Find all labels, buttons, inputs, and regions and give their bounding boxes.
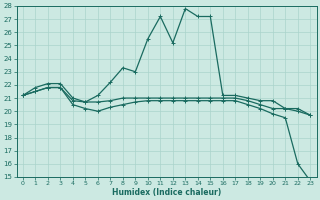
X-axis label: Humidex (Indice chaleur): Humidex (Indice chaleur) (112, 188, 221, 197)
